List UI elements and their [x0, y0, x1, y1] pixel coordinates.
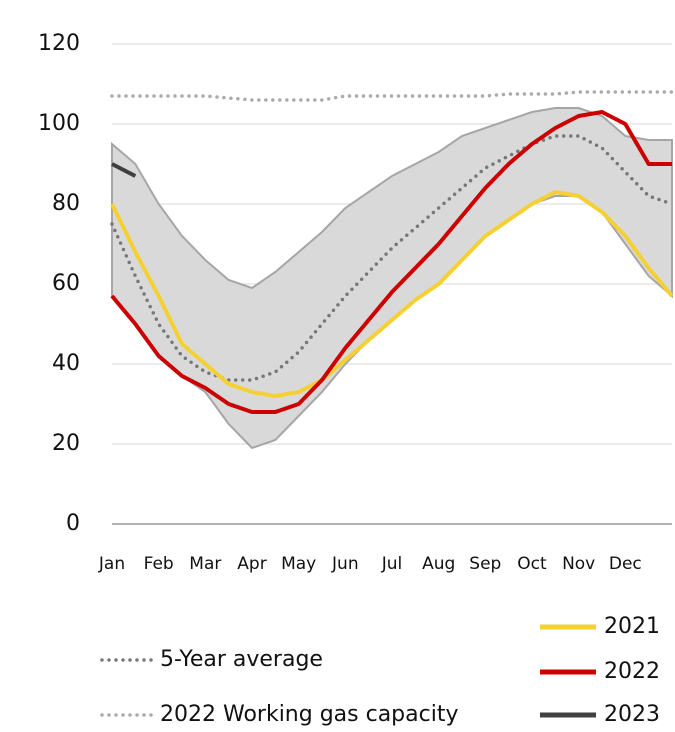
y-tick-label: 120 — [38, 31, 80, 56]
x-tick-label: Jul — [381, 554, 403, 574]
series-line — [111, 162, 137, 178]
y-tick-label: 40 — [52, 351, 80, 376]
legend-label: 5-Year average — [160, 647, 323, 672]
x-tick-label: Jan — [98, 554, 125, 574]
series-line — [110, 134, 674, 382]
y-tick-label: 100 — [38, 111, 80, 136]
x-tick-label: Feb — [144, 554, 174, 574]
legend-label: 2022 — [604, 659, 660, 684]
range-band — [111, 107, 673, 450]
x-tick-label: Sep — [469, 554, 501, 574]
series-line — [110, 90, 674, 102]
legend-label: 2023 — [604, 702, 660, 727]
y-tick-label: 0 — [66, 511, 80, 536]
x-tick-label: Jun — [331, 554, 359, 574]
series-line — [110, 110, 672, 414]
x-tick-label: Aug — [422, 554, 455, 574]
y-tick-label: 20 — [52, 431, 80, 456]
x-tick-label: May — [281, 554, 316, 574]
legend-label: 2021 — [604, 614, 660, 639]
legend-label: 2022 Working gas capacity — [160, 702, 458, 727]
y-tick-label: 60 — [52, 271, 80, 296]
series-line — [110, 190, 674, 398]
x-tick-label: Oct — [517, 554, 547, 574]
x-tick-label: Dec — [609, 554, 642, 574]
x-tick-label: Apr — [237, 554, 266, 574]
y-tick-label: 80 — [52, 191, 80, 216]
x-tick-label: Mar — [189, 554, 221, 574]
x-tick-label: Nov — [562, 554, 595, 574]
